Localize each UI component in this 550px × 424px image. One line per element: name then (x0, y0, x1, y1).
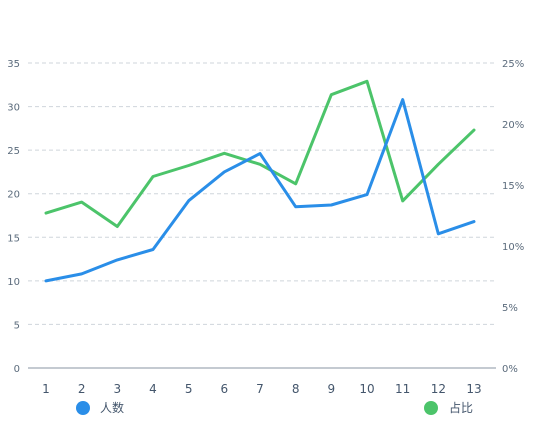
x-tick-label: 8 (292, 382, 300, 396)
y-left-tick-label: 30 (7, 103, 20, 114)
x-tick-label: 5 (185, 382, 193, 396)
y-right-tick-label: 15% (502, 181, 524, 192)
y-right-tick-label: 25% (502, 59, 524, 70)
x-tick-label: 4 (149, 382, 157, 396)
x-tick-label: 1 (42, 382, 50, 396)
y-left-tick-label: 20 (7, 190, 20, 201)
series-line-count (44, 98, 476, 283)
legend-marker (76, 401, 90, 415)
y-right-tick-label: 5% (502, 303, 518, 314)
legend-label: 人数 (100, 400, 124, 415)
series-line-ratio (44, 79, 476, 228)
y-right-tick-label: 20% (502, 120, 524, 131)
x-tick-label: 12 (431, 382, 446, 396)
legend-label: 占比 (449, 400, 473, 415)
legend-marker (424, 401, 438, 415)
y-right-tick-label: 10% (502, 242, 524, 253)
y-left-tick-label: 10 (7, 277, 20, 288)
x-tick-label: 3 (114, 382, 122, 396)
y-left-tick-label: 15 (7, 233, 20, 244)
x-tick-label: 7 (256, 382, 264, 396)
y-left-tick-label: 0 (14, 364, 20, 375)
y-left-tick-label: 35 (7, 59, 20, 70)
y-left-tick-label: 25 (7, 146, 20, 157)
x-tick-label: 9 (328, 382, 336, 396)
x-tick-label: 10 (359, 382, 374, 396)
y-left-tick-label: 5 (14, 320, 20, 331)
x-tick-label: 6 (221, 382, 229, 396)
x-tick-label: 11 (395, 382, 410, 396)
y-right-tick-label: 0% (502, 364, 518, 375)
x-tick-label: 2 (78, 382, 86, 396)
x-tick-label: 13 (466, 382, 481, 396)
